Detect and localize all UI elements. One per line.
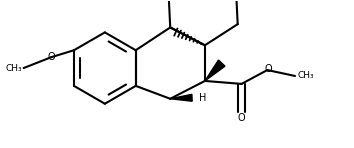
Text: CH₃: CH₃ — [297, 71, 314, 81]
Text: O: O — [47, 52, 55, 62]
Text: O: O — [264, 64, 272, 74]
Text: O: O — [238, 113, 245, 123]
Polygon shape — [205, 60, 225, 81]
Text: CH₃: CH₃ — [5, 63, 22, 73]
Text: H: H — [199, 93, 206, 103]
Polygon shape — [170, 94, 192, 101]
